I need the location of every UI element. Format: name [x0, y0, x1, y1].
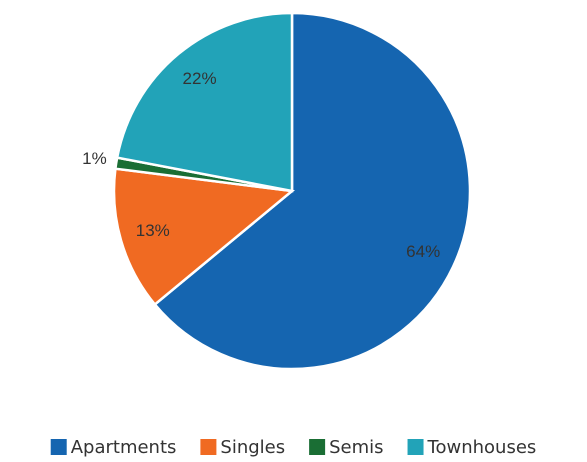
legend-swatch: [407, 439, 424, 455]
legend-label: Townhouses: [427, 437, 537, 458]
pie-slice: [112, 167, 296, 307]
value-label: 13%: [136, 221, 170, 240]
legend-swatch: [200, 439, 217, 455]
legend-swatch: [50, 439, 67, 455]
value-label: 22%: [183, 69, 217, 88]
value-label: 64%: [406, 242, 440, 261]
legend-label: Semis: [329, 437, 383, 458]
pie-slice: [115, 11, 294, 193]
legend: Apartments Singles Semis Townhouses: [50, 437, 537, 458]
legend-label: Singles: [220, 437, 285, 458]
legend-swatch: [309, 439, 326, 455]
pie-slice: [153, 11, 472, 371]
legend-label: Apartments: [71, 437, 177, 458]
value-label: 1%: [82, 149, 107, 168]
